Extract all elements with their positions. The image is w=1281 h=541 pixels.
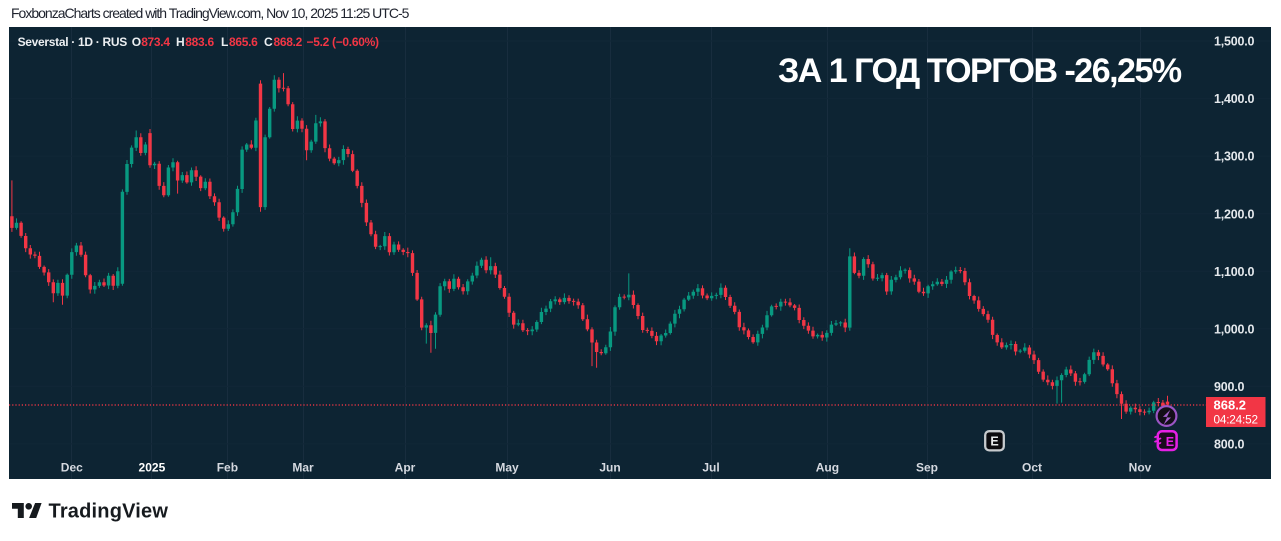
svg-text:Feb: Feb (217, 461, 238, 475)
svg-text:Jul: Jul (702, 461, 719, 475)
svg-text:Mar: Mar (292, 461, 314, 475)
svg-text:C: C (264, 35, 273, 49)
svg-text:1,200.0: 1,200.0 (1214, 207, 1255, 221)
svg-text:2025: 2025 (139, 461, 166, 475)
svg-text:900.0: 900.0 (1214, 380, 1245, 394)
svg-text:883.6: 883.6 (185, 35, 214, 49)
svg-text:TradingView: TradingView (49, 501, 169, 523)
svg-text:Oct: Oct (1022, 461, 1042, 475)
svg-text:Nov: Nov (1129, 461, 1152, 475)
svg-text:1,100.0: 1,100.0 (1214, 265, 1255, 279)
svg-text:1,500.0: 1,500.0 (1214, 35, 1255, 49)
svg-text:04:24:52: 04:24:52 (1214, 412, 1258, 426)
svg-text:1,400.0: 1,400.0 (1214, 92, 1255, 106)
svg-text:Apr: Apr (395, 461, 416, 475)
svg-text:Sep: Sep (916, 461, 938, 475)
svg-text:O: O (132, 35, 141, 49)
svg-text:May: May (495, 461, 519, 475)
svg-text:1,000.0: 1,000.0 (1214, 322, 1255, 336)
svg-text:Severstal · 1D · RUS: Severstal · 1D · RUS (18, 35, 128, 49)
svg-text:E: E (1166, 435, 1174, 449)
svg-text:L: L (221, 35, 228, 49)
svg-text:E: E (990, 434, 998, 448)
svg-text:H: H (176, 35, 184, 49)
svg-text:868.2: 868.2 (274, 35, 303, 49)
svg-text:Dec: Dec (61, 461, 83, 475)
svg-text:−5.2 (−0.60%): −5.2 (−0.60%) (307, 35, 379, 49)
svg-text:868.2: 868.2 (1214, 397, 1247, 412)
svg-text:Jun: Jun (599, 461, 620, 475)
svg-text:1,300.0: 1,300.0 (1214, 150, 1255, 164)
svg-text:800.0: 800.0 (1214, 437, 1245, 451)
svg-text:865.6: 865.6 (229, 35, 258, 49)
svg-text:Aug: Aug (816, 461, 839, 475)
svg-text:873.4: 873.4 (141, 35, 170, 49)
